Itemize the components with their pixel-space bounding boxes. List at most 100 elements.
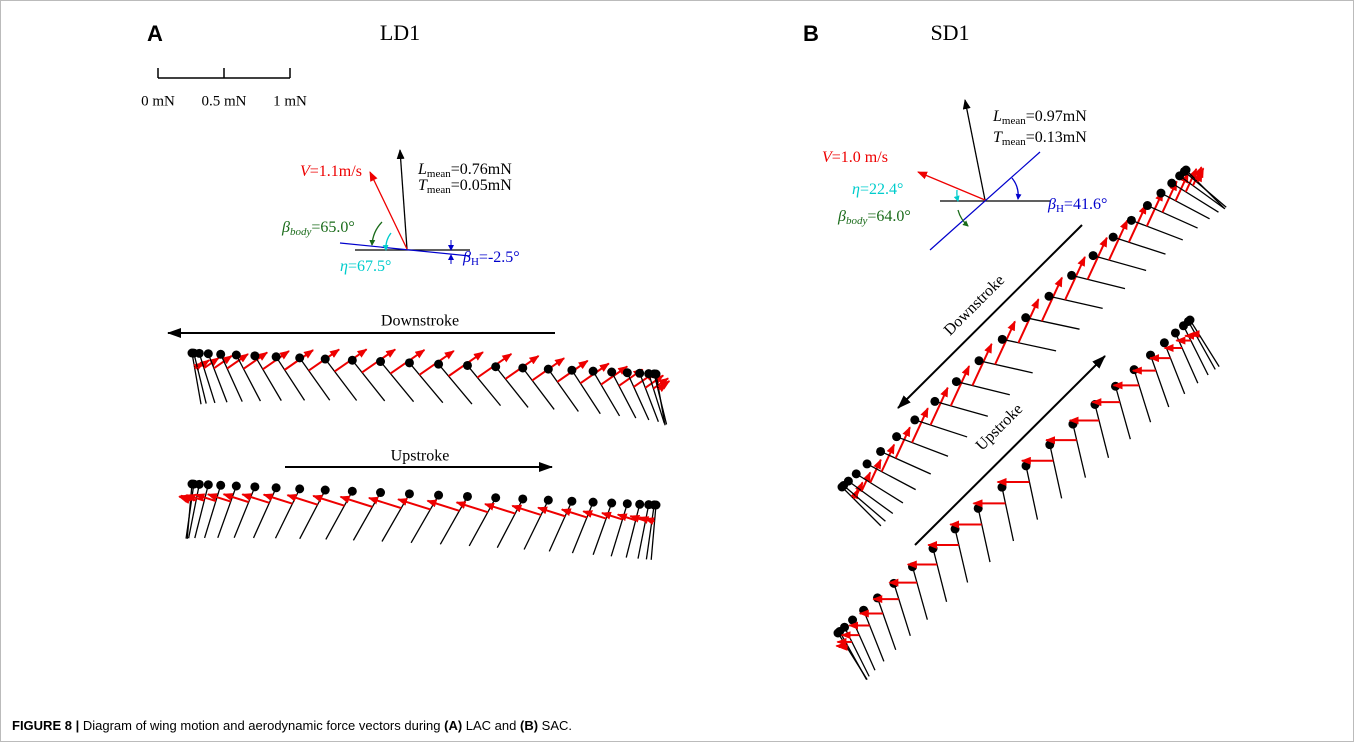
wing-chord	[648, 373, 665, 424]
wing-edge	[588, 497, 598, 507]
wing-edge	[876, 446, 886, 456]
wing-edge	[231, 481, 241, 491]
wing-edge	[974, 356, 984, 366]
force-vector	[880, 443, 896, 473]
force-vector	[367, 496, 402, 510]
wing-chord	[625, 504, 641, 558]
scale-label: 1 mN	[273, 93, 307, 109]
wing-chord	[191, 352, 202, 405]
wing-edge	[194, 479, 204, 489]
wing-edge	[231, 350, 241, 360]
wing-chord	[611, 371, 637, 419]
wing-edge	[1142, 201, 1152, 211]
force-vector	[657, 382, 668, 393]
force-vector	[644, 517, 655, 525]
force-vector	[1064, 256, 1086, 301]
thrust-label: Tmean=0.05mN	[418, 177, 512, 196]
force-vector	[426, 499, 460, 512]
scale-label: 0.5 mN	[202, 93, 247, 109]
wing-chord	[855, 473, 904, 504]
wing-chord	[495, 366, 529, 408]
thrust-label: Tmean=0.13mN	[993, 129, 1087, 148]
scale-bar	[157, 68, 291, 79]
wing-chord	[408, 362, 444, 404]
caption: FIGURE 8 | Diagram of wing motion and ae…	[12, 718, 572, 733]
wing-edge	[635, 368, 645, 378]
vector-diagram	[339, 149, 471, 264]
force-vector	[226, 353, 249, 370]
panel-label: B	[803, 21, 819, 46]
wing-chord	[880, 450, 932, 475]
panel-label: A	[147, 21, 163, 46]
wing-edge	[320, 354, 330, 364]
body-angle-label: βbody=65.0°	[281, 219, 355, 238]
force-vector	[213, 355, 233, 370]
wing-chord	[185, 483, 195, 539]
vector-diagram	[917, 99, 1050, 251]
wing-chord	[220, 354, 243, 402]
wing-chord	[650, 504, 657, 560]
wing-edge	[951, 377, 961, 387]
panel-title: LD1	[380, 20, 420, 45]
wing-edge	[271, 352, 281, 362]
wing-chord	[1002, 338, 1057, 352]
wing-edge	[250, 482, 260, 492]
wing-edge	[607, 498, 617, 508]
wing-chord	[1048, 295, 1103, 309]
wing-chord	[1112, 236, 1166, 255]
wing-edge	[347, 355, 357, 365]
velocity-label: V=1.0 m/s	[822, 149, 888, 166]
wing-edge	[622, 368, 632, 378]
force-vector	[994, 320, 1016, 365]
force-vector	[1086, 236, 1108, 280]
wing-edge	[1044, 291, 1054, 301]
wing-chord	[592, 370, 621, 417]
force-vector	[397, 498, 431, 511]
wing-edge	[295, 353, 305, 363]
wing-edge	[347, 486, 357, 496]
wing-chord	[351, 359, 386, 402]
wing-chord	[235, 354, 262, 402]
wing-chord	[1049, 444, 1063, 499]
wing-chord	[896, 436, 949, 457]
wing-edge	[851, 469, 861, 479]
stroke-label: Downstroke	[381, 313, 459, 330]
wing-edge	[216, 480, 226, 490]
stroke-plane-label: βH=41.6°	[1047, 196, 1107, 215]
force-vector	[971, 342, 993, 386]
force-vector	[860, 471, 872, 492]
stroke-plane-label: βH=-2.5°	[462, 249, 520, 268]
wing-edge	[567, 496, 577, 506]
wing-chord	[876, 597, 897, 650]
wing-chord	[932, 548, 948, 602]
wing-edge	[250, 351, 260, 361]
wing-chord	[1171, 182, 1219, 213]
force-vector	[241, 493, 270, 504]
wing-chord	[194, 484, 209, 539]
wing-chord	[203, 485, 222, 539]
wing-chord	[380, 361, 415, 403]
wing-edge	[271, 483, 281, 493]
force-vector	[537, 506, 566, 518]
wing-chord	[1189, 319, 1220, 367]
wing-chord	[841, 486, 882, 527]
wing-chord	[645, 504, 655, 560]
wing-edge	[1126, 215, 1136, 225]
wing-chord	[863, 609, 885, 662]
wing-edge	[462, 360, 472, 370]
wing-edge	[376, 357, 386, 367]
wing-edge	[543, 495, 553, 505]
wing-sequences	[178, 165, 1227, 680]
wing-edge	[434, 359, 444, 369]
wing-edge	[203, 480, 213, 490]
wing-edge	[848, 615, 858, 625]
wing-chord	[1071, 274, 1126, 290]
wing-chord	[1001, 487, 1015, 542]
wing-chord	[1131, 219, 1184, 241]
wing-chord	[1149, 354, 1170, 408]
wing-edge	[997, 482, 1007, 492]
stroke-arrow	[914, 355, 1106, 546]
wing-chord	[610, 503, 628, 557]
wing-chord	[1133, 369, 1152, 423]
wing-chord	[978, 360, 1033, 374]
